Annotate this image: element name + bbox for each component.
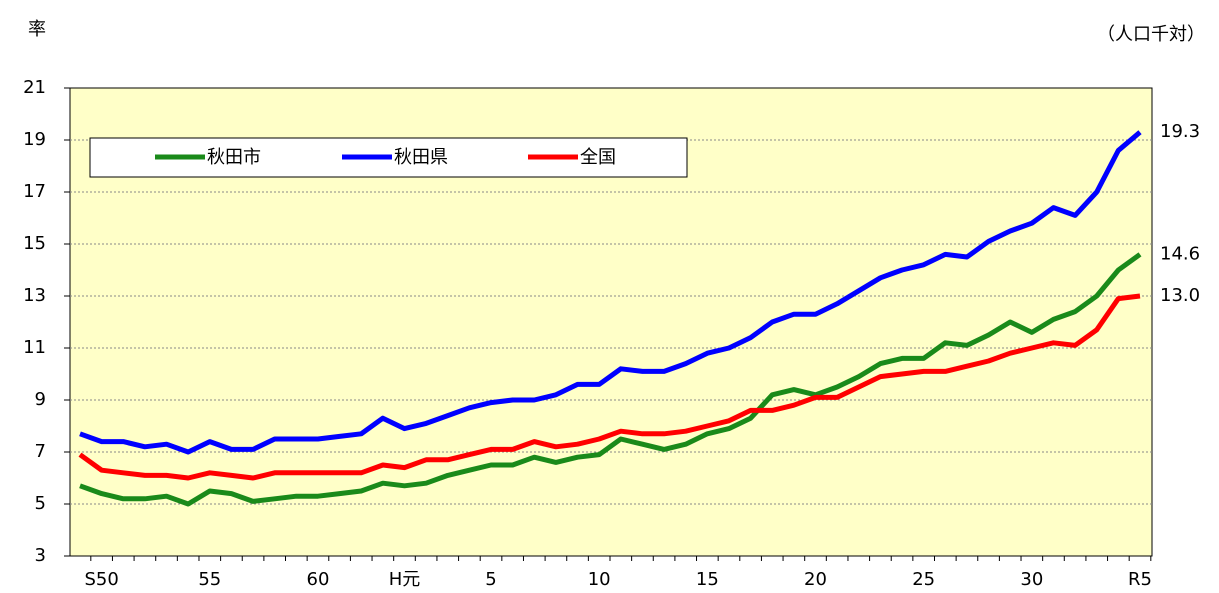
x-tick-label: 25: [912, 569, 935, 590]
x-tick-label: 20: [804, 569, 827, 590]
y-tick-label: 19: [23, 129, 46, 150]
x-tick-label: R5: [1128, 569, 1152, 590]
y-tick-label: 7: [35, 441, 46, 462]
y-tick-label: 9: [35, 389, 46, 410]
y-tick-label: 15: [23, 233, 46, 254]
value-label: 19.3: [1160, 121, 1200, 142]
y-tick-label: 3: [35, 545, 46, 566]
x-tick-label: 60: [307, 569, 330, 590]
y-tick-label: 21: [23, 77, 46, 98]
x-tick-label: 5: [485, 569, 496, 590]
y-axis-label: 率: [28, 19, 46, 40]
legend-label: 秋田市: [207, 147, 261, 168]
y-tick-label: 13: [23, 285, 46, 306]
series-line: [79, 252, 1142, 507]
series-line: [79, 130, 1142, 455]
x-tick-label: 30: [1020, 569, 1043, 590]
x-tick-label: 15: [696, 569, 719, 590]
x-tick-label: H元: [389, 569, 421, 590]
y-tick-label: 17: [23, 181, 46, 202]
series-line: [78, 293, 1141, 481]
value-label: 13.0: [1160, 285, 1200, 306]
value-label: 14.6: [1160, 243, 1200, 264]
y-tick-label: 5: [35, 493, 46, 514]
x-tick-label: S50: [84, 569, 118, 590]
legend-label: 秋田県: [394, 147, 448, 168]
legend-label: 全国: [580, 147, 616, 168]
x-tick-label: 10: [588, 569, 611, 590]
unit-label: （人口千対）: [1097, 24, 1205, 45]
y-tick-label: 11: [23, 337, 46, 358]
x-tick-label: 55: [198, 569, 221, 590]
